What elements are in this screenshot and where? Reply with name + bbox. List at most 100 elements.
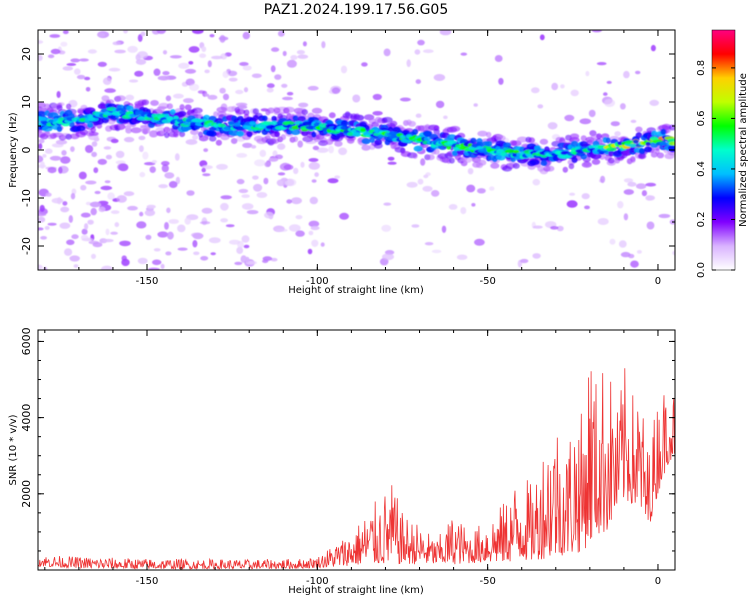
spectrogram-noise-cell xyxy=(166,207,171,214)
spectrogram-ridge-cell xyxy=(433,148,440,155)
spectrogram-noise-cell xyxy=(645,195,653,201)
spectrogram-ridge-cell xyxy=(516,136,528,143)
spectrogram-ridge-cell xyxy=(87,117,99,122)
spectrogram-noise-cell xyxy=(295,215,303,220)
spectrogram-noise-cell xyxy=(282,50,287,57)
spectrogram-noise-cell xyxy=(551,82,559,91)
spectrogram-noise-cell xyxy=(103,146,112,150)
spectrogram-noise-cell xyxy=(157,231,169,238)
spectrogram-noise-cell xyxy=(129,79,139,83)
spectrogram-ridge-cell xyxy=(65,133,72,140)
spectrogram-noise-cell xyxy=(564,114,575,122)
spectrogram-noise-cell xyxy=(201,207,213,214)
colorbar-tick-label: 0.0 xyxy=(696,262,707,278)
spectrogram-noise-cell xyxy=(66,63,77,66)
y-tick-label: -20 xyxy=(20,237,33,255)
spectrogram-ridge-cell xyxy=(49,132,57,139)
spectrogram-noise-cell xyxy=(630,260,639,268)
spectrogram-noise-cell xyxy=(650,44,656,52)
spectrogram-noise-cell xyxy=(236,153,248,158)
spectrogram-ridge-cell xyxy=(540,160,548,167)
spectrogram-noise-cell xyxy=(107,192,115,200)
spectrogram-noise-cell xyxy=(617,201,624,209)
spectrogram-noise-cell xyxy=(91,151,97,158)
spectrogram-noise-cell xyxy=(137,34,143,42)
spectrogram-noise-cell xyxy=(84,76,91,81)
spectrogram-ridge-cell xyxy=(570,140,579,147)
spectrogram-ridge-cell xyxy=(318,123,328,128)
spectrogram-noise-cell xyxy=(222,93,230,101)
spectrogram-noise-cell xyxy=(579,118,592,125)
spectrogram-ridge-cell xyxy=(477,130,488,137)
spectrogram-noise-cell xyxy=(142,151,149,160)
spectrogram-ridge-cell xyxy=(580,135,587,142)
spectrogram-ridge-cell xyxy=(371,121,380,128)
spectrogram-ridge-cell xyxy=(262,115,268,122)
x-tick-label: -50 xyxy=(479,276,495,287)
spectrogram-noise-cell xyxy=(259,149,267,157)
spectrogram-ridge-cell xyxy=(280,134,286,141)
spectrogram-noise-cell xyxy=(89,201,101,208)
spectrogram-noise-cell xyxy=(116,195,127,203)
spectrogram-ridge-cell xyxy=(630,146,636,153)
spectrogram-noise-cell xyxy=(192,232,204,240)
spectrogram-noise-cell xyxy=(161,164,169,173)
spectrogram-noise-cell xyxy=(70,146,75,153)
spectrogram-ridge-cell xyxy=(571,157,578,163)
spectrogram-ridge-cell xyxy=(605,137,611,144)
spectrogram-ridge-cell xyxy=(302,121,313,126)
colorbar-tick-label: 0.6 xyxy=(696,110,707,126)
snr-x-axis-label: Height of straight line (km) xyxy=(288,585,424,596)
spectrogram-noise-cell xyxy=(69,255,80,262)
spectrogram-noise-cell xyxy=(271,47,280,52)
spectrogram-noise-cell xyxy=(264,161,271,168)
spectrogram-ridge-cell xyxy=(243,109,250,116)
spectrogram-noise-cell xyxy=(79,58,89,62)
spectrogram-ridge-cell xyxy=(130,127,142,134)
spectrogram-ridge-cell xyxy=(504,149,516,154)
spectrogram-noise-cell xyxy=(168,219,179,224)
spectrogram-ridge-cell xyxy=(496,135,506,141)
spectrogram-noise-cell xyxy=(381,224,392,232)
spectrogram-noise-cell xyxy=(471,203,476,207)
spectrogram-heat-layer xyxy=(38,30,675,270)
spectrogram-noise-cell xyxy=(264,211,274,219)
spectrogram-noise-cell xyxy=(448,204,458,210)
spectrogram-ridge-cell xyxy=(208,130,217,137)
spectrogram-noise-cell xyxy=(178,62,190,69)
spectrogram-noise-cell xyxy=(98,206,106,213)
spectrogram-noise-cell xyxy=(197,90,205,94)
spectrogram-ridge-cell xyxy=(56,126,63,132)
spectrogram-ridge-cell xyxy=(252,108,259,115)
spectrogram-noise-cell xyxy=(127,45,138,53)
spectrogram-ridge-cell xyxy=(635,126,643,133)
spectrogram-noise-cell xyxy=(102,77,112,85)
spectrogram-noise-cell xyxy=(104,180,111,184)
x-tick-label: 0 xyxy=(655,276,661,287)
y-tick-label: 2000 xyxy=(20,480,33,508)
spectrogram-ridge-cell xyxy=(659,141,668,146)
spectrogram-ridge-cell xyxy=(313,122,321,127)
spectrogram-ridge-cell xyxy=(449,157,455,164)
spectrogram-ridge-cell xyxy=(301,109,309,116)
spectrogram-noise-cell xyxy=(38,227,44,231)
spectrogram-ridge-cell xyxy=(645,141,651,146)
spectrogram-noise-cell xyxy=(307,248,313,255)
spectrogram-ridge-cell xyxy=(590,153,602,160)
spectrogram-ridge-cell xyxy=(539,138,549,145)
spectrogram-ridge-cell xyxy=(230,138,238,144)
spectrogram-noise-cell xyxy=(309,196,318,205)
spectrogram-ridge-cell xyxy=(66,103,72,110)
spectrogram-noise-cell xyxy=(47,222,57,226)
spectrogram-noise-cell xyxy=(600,175,606,184)
spectrogram-noise-cell xyxy=(284,178,297,187)
colorbar-tick-label: 0.8 xyxy=(696,60,707,76)
spectrogram-ridge-cell xyxy=(44,131,51,137)
spectrogram-noise-cell xyxy=(308,158,319,162)
spectrogram-noise-cell xyxy=(537,104,544,109)
spectrogram-noise-cell xyxy=(115,150,125,159)
spectrogram-noise-cell xyxy=(532,178,541,186)
spectrogram-noise-cell xyxy=(38,54,43,61)
spectrogram-noise-cell xyxy=(620,103,626,110)
spectrogram-noise-cell xyxy=(208,237,221,244)
